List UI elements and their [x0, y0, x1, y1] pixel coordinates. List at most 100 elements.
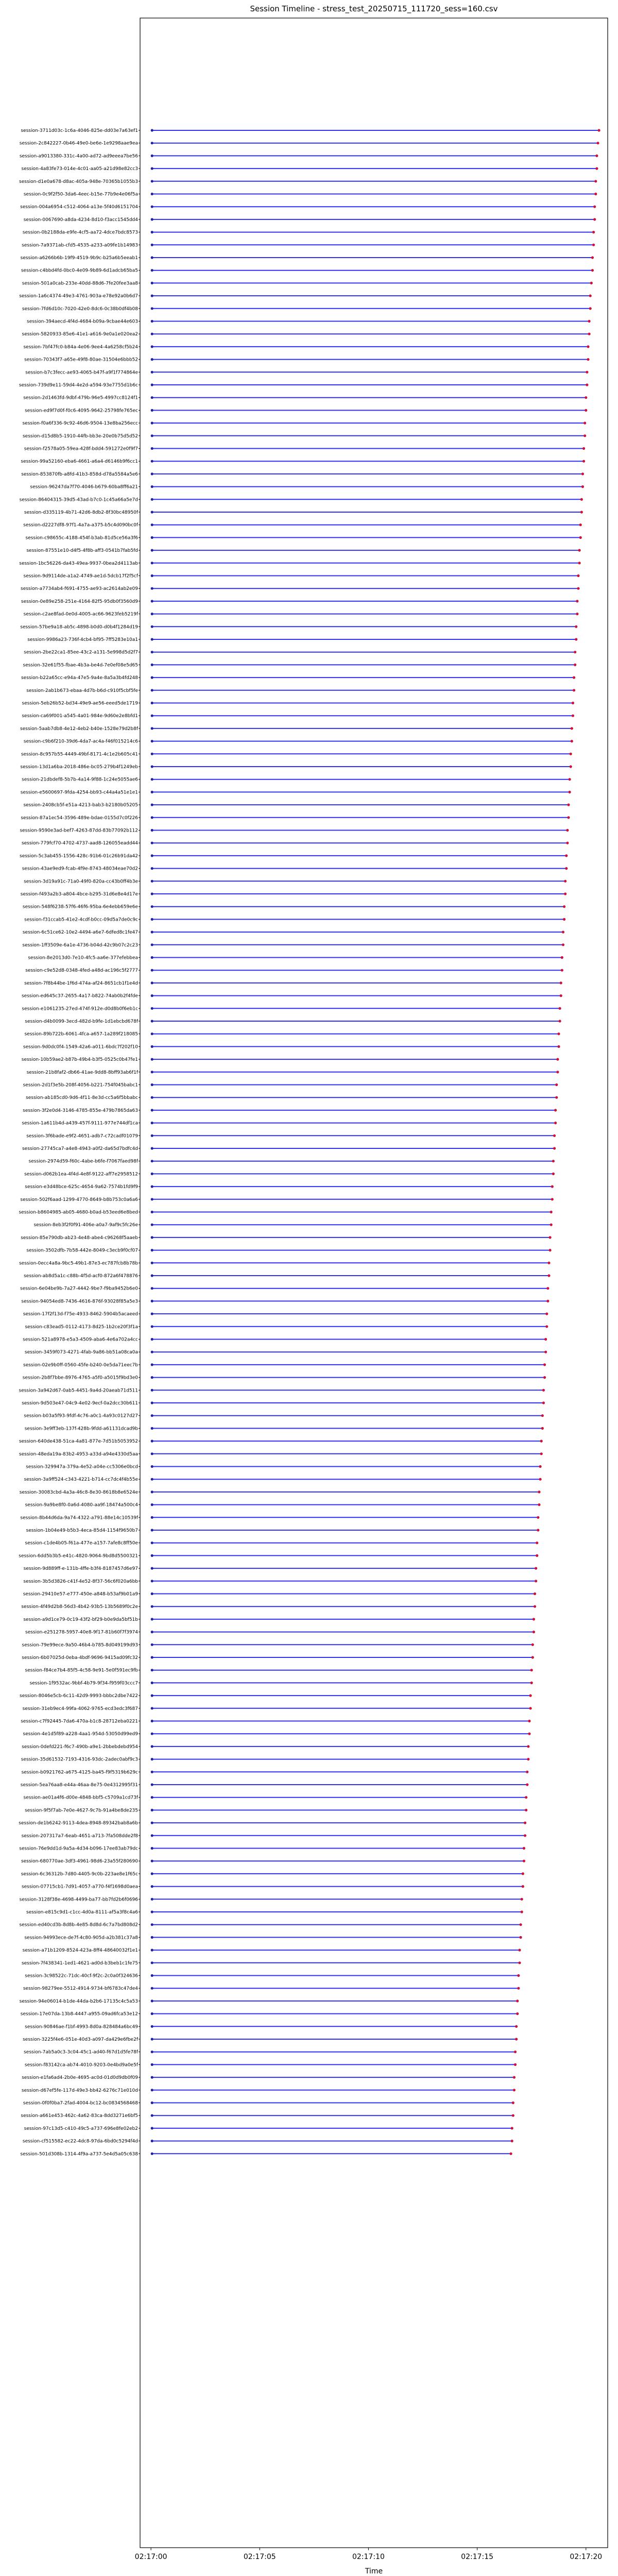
session-start-point	[150, 370, 153, 374]
session-start-point	[150, 613, 153, 616]
session-label: session-98279ee-5512-4914-9734-bf6783c47…	[23, 1986, 138, 1991]
session-end-point	[574, 651, 577, 654]
session-label: session-2ab1b673-ebaa-4d7b-b6d-c910f5cbf…	[26, 688, 138, 693]
session-start-point	[150, 1592, 153, 1596]
session-start-point	[150, 523, 153, 527]
session-start-point	[150, 2076, 153, 2079]
session-label: session-3225f4e6-051e-40d3-a097-da429e6f…	[23, 2037, 139, 2042]
session-label: session-ab185cd0-9d6-4f11-8e3d-cc5a6f5bb…	[26, 1095, 138, 1100]
session-label: session-b7c3fecc-ae93-4065-b47f-a9f1f774…	[25, 370, 138, 375]
session-row: session-e1061235-27ed-474f-912e-d0d8b0f6…	[22, 1006, 561, 1011]
session-row: session-3502dfb-7b58-442e-8049-c3ecb9f0c…	[26, 1248, 552, 1253]
session-end-point	[533, 1605, 537, 1608]
session-label: session-1b04e49-b5b3-4eca-85d4-1154f9650…	[26, 1528, 138, 1533]
session-end-point	[556, 1058, 559, 1061]
session-row: session-c9e52d8-0348-4fed-a48d-ac196c5f2…	[25, 968, 563, 973]
session-end-point	[522, 1846, 526, 1850]
session-start-point	[150, 2063, 153, 2066]
session-row: session-6dd5b3b5-e41c-4820-9064-9bd8d550…	[19, 1553, 539, 1558]
session-label: session-6c36312b-7d80-4405-9c0b-223ae8e1…	[21, 1872, 138, 1877]
x-tick-label: 02:17:10	[352, 2553, 385, 2561]
session-end-point	[511, 2101, 514, 2105]
session-label: session-e5600697-9fda-4254-bb93-c44a4a51…	[21, 790, 138, 795]
session-row: session-0defd221-f6c7-490b-a9e1-2bbebdeb…	[22, 1744, 530, 1750]
session-start-point	[150, 1503, 153, 1506]
session-start-point	[150, 1439, 153, 1443]
session-label: session-c83ead5-0112-4173-8d25-1b2ce20f3…	[25, 1325, 138, 1330]
session-start-point	[150, 752, 153, 755]
session-row: session-5eb26b52-bd34-49e9-ae56-eeed5de1…	[22, 701, 575, 706]
session-start-point	[150, 1261, 153, 1264]
session-label: session-c98655c-4188-454f-b3ab-81d5ce56a…	[26, 535, 139, 540]
session-end-point	[571, 714, 575, 717]
x-axis-label: Time	[365, 2567, 383, 2575]
session-start-point	[150, 1274, 153, 1277]
session-start-point	[150, 1707, 153, 1710]
session-end-point	[565, 867, 568, 870]
session-label: session-17f2f13d-f75e-4933-8462-5904b5ac…	[23, 1312, 138, 1317]
session-start-point	[150, 1185, 153, 1188]
session-start-point	[150, 1478, 153, 1481]
session-end-point	[536, 1541, 539, 1545]
session-start-point	[150, 231, 153, 234]
session-end-point	[532, 1631, 536, 1634]
session-start-point	[150, 1287, 153, 1290]
session-row: session-30083cbd-4a3a-46c8-8e30-8618b8e6…	[20, 1490, 541, 1495]
session-end-point	[582, 447, 586, 450]
session-row: session-6c51ce62-10e2-4494-a6e7-6dfed8c1…	[23, 930, 565, 935]
session-start-point	[150, 1631, 153, 1634]
session-start-point	[150, 1643, 153, 1646]
session-rows: session-3711d03c-1c6a-4046-825e-dd03e7a6…	[19, 128, 600, 2157]
session-end-point	[572, 676, 576, 679]
session-end-point	[541, 1427, 544, 1430]
session-row: session-48eda19a-83b2-4953-a33d-a94e4330…	[19, 1452, 543, 1457]
session-start-point	[150, 1376, 153, 1379]
session-row: session-e3d48bce-625c-4654-9a62-7574b1fd…	[25, 1184, 554, 1190]
session-start-point	[150, 485, 153, 488]
session-row: session-f31ccab5-41e2-4cdf-b0cc-09d5a7de…	[24, 917, 566, 922]
session-start-point	[150, 1732, 153, 1735]
session-row: session-394aecd-4f4d-4684-b09a-9cbae44e6…	[27, 319, 591, 325]
session-end-point	[546, 1299, 550, 1302]
session-row: session-9f5f7ab-7e0e-4627-9c7b-91a4be8de…	[25, 1808, 528, 1813]
session-end-point	[527, 1758, 530, 1761]
session-row: session-8eb3f2f0f91-406e-a0a7-9af9c5fc26…	[33, 1223, 553, 1228]
session-row: session-6c36312b-7d80-4405-9c0b-223ae8e1…	[21, 1872, 524, 1877]
session-end-point	[542, 1388, 545, 1392]
session-label: session-7ab5a0c3-3c04-45c1-ad40-f67d1d5f…	[24, 2050, 139, 2055]
session-label: session-548f6238-57f6-46f6-95ba-6e4ebb65…	[23, 905, 139, 910]
session-end-point	[597, 129, 600, 132]
session-row: session-6b07025d-0eba-4bdf-9696-9415ad09…	[22, 1655, 534, 1660]
session-end-point	[564, 892, 567, 895]
session-start-point	[150, 892, 153, 895]
session-start-point	[150, 192, 153, 196]
session-end-point	[554, 1122, 557, 1125]
session-start-point	[150, 434, 153, 437]
session-label: session-9d503e47-04c9-4e02-9ecf-0a2dcc30…	[22, 1401, 138, 1406]
session-label: session-3502dfb-7b58-442e-8049-c3ecb9f0c…	[26, 1248, 138, 1253]
session-end-point	[566, 841, 569, 844]
session-label: session-4f49d2b8-56d3-4b42-93b5-13b5689f…	[21, 1604, 138, 1609]
session-start-point	[150, 1694, 153, 1697]
session-row: session-3f2e0d4-3146-4785-855e-479b7865d…	[23, 1108, 557, 1113]
session-label: session-6c51ce62-10e2-4494-a6e7-6dfed8c1…	[23, 930, 138, 935]
session-start-point	[150, 1923, 153, 1926]
session-end-point	[543, 1363, 546, 1366]
session-label: session-501d308b-1314-4f9a-a737-5e4d5a05…	[20, 2151, 138, 2157]
session-row: session-f493a2b3-a804-4bce-b295-31d6e8e4…	[21, 892, 567, 897]
session-label: session-b03a5f93-9fdf-4c76-a0c1-4a93c012…	[24, 1414, 138, 1419]
session-row: session-d062b1ea-4f4d-4e8f-9122-aff7e295…	[24, 1172, 555, 1177]
session-row: session-2974d59-f60c-4abe-b6fe-f7067faed…	[29, 1159, 555, 1164]
session-end-point	[560, 969, 563, 972]
session-row: session-853870fb-a8fd-41b3-858d-d78a5584…	[21, 472, 585, 477]
session-row: session-d335119-4b71-42d6-8db2-8f30bc489…	[24, 510, 583, 515]
session-end-point	[552, 1172, 555, 1175]
session-label: session-1ff3509e-6a1e-4736-b04d-42c9b07c…	[22, 943, 138, 948]
session-label: session-0b2188da-e9fe-4cf5-aa72-4dce7bdc…	[23, 230, 138, 235]
session-end-point	[586, 383, 589, 386]
session-row: session-c1de4b05-f61a-477e-a157-7afe8c8f…	[25, 1541, 539, 1546]
session-end-point	[528, 1719, 531, 1723]
session-row: session-3459f073-4271-4fab-9a86-bb51a08c…	[25, 1350, 547, 1355]
session-row: session-a9013380-331c-4a00-ad72-ad9eeea7…	[20, 154, 598, 159]
session-row: session-0b2188da-e9fe-4cf5-aa72-4dce7bdc…	[23, 230, 595, 235]
